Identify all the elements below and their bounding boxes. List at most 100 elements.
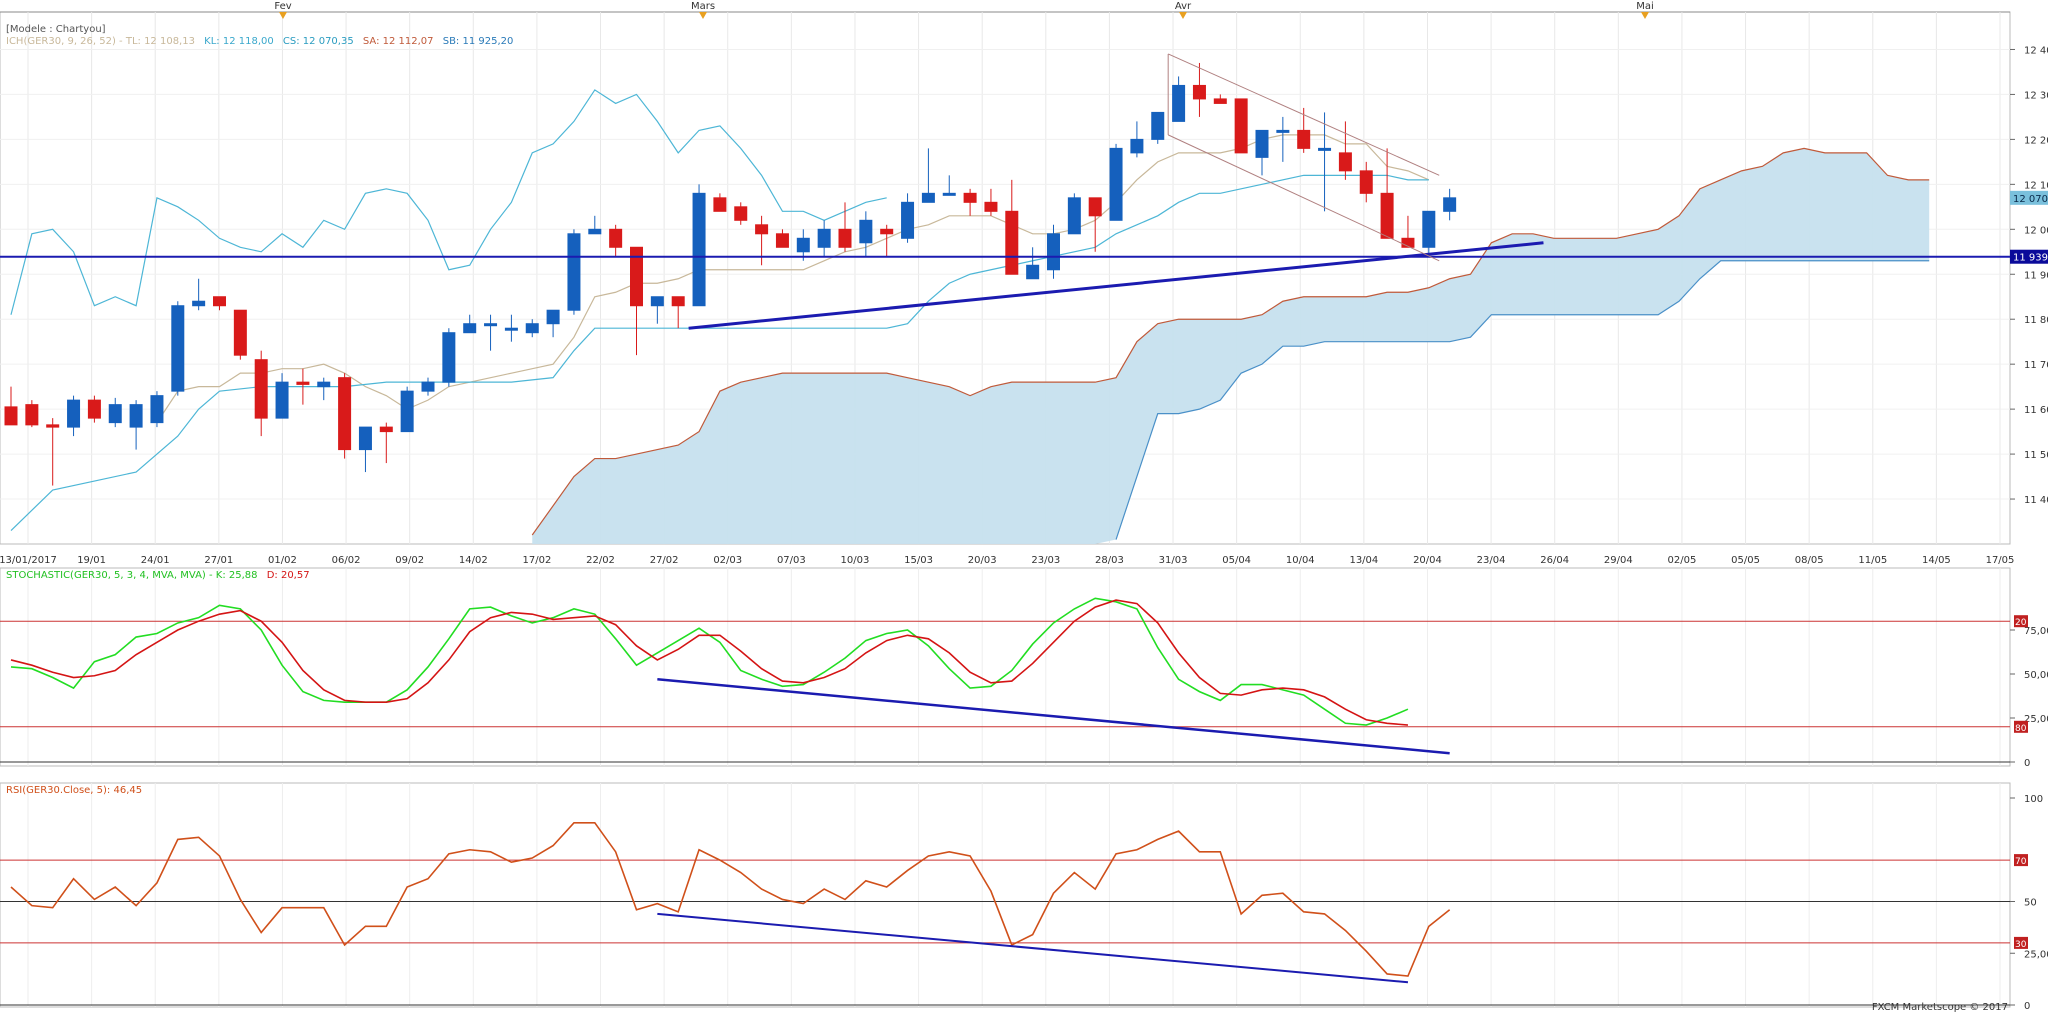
candle-body — [650, 296, 664, 307]
candle-body — [921, 192, 935, 203]
candle-body — [1443, 197, 1457, 212]
candle-body — [1026, 264, 1040, 280]
candle-body — [734, 206, 748, 221]
rsi-level-label: 70 — [2015, 857, 2027, 867]
x-tick-label: 13/04 — [1349, 555, 1378, 566]
x-tick-label: 28/03 — [1095, 555, 1124, 566]
candle-body — [1213, 98, 1227, 104]
x-tick-label: 09/02 — [395, 555, 424, 566]
candle-body — [1422, 210, 1436, 248]
candle-body — [859, 219, 873, 244]
y-tick-label: 12 200 — [2024, 135, 2048, 146]
month-marker — [1179, 12, 1187, 19]
candle-body — [546, 309, 560, 325]
last-price-label: 12 070,35 — [2013, 194, 2048, 205]
y-tick-label: 11 700 — [2024, 360, 2048, 371]
y-tick-label: 12 000 — [2024, 225, 2048, 236]
x-tick-label: 13/01/2017 — [0, 555, 57, 566]
stoch-d-value: D: 20,57 — [266, 570, 310, 581]
stoch-level-label: 20 — [2015, 618, 2027, 628]
stoch-level-badge — [2014, 720, 2028, 733]
x-tick-label: 06/02 — [332, 555, 361, 566]
candle-body — [4, 406, 18, 426]
candle-body — [129, 404, 143, 428]
y-tick-label: 50 — [2024, 898, 2037, 909]
candle-body — [1067, 197, 1081, 235]
candle-body — [817, 228, 831, 248]
candle-body — [609, 228, 623, 248]
candle-body — [25, 404, 39, 426]
y-tick-label: 12 100 — [2024, 180, 2048, 191]
candle-body — [692, 192, 706, 307]
y-tick-label: 50,00 — [2024, 670, 2048, 681]
x-tick-label: 23/04 — [1477, 555, 1506, 566]
candle-body — [1276, 129, 1290, 133]
month-label: Mars — [691, 1, 715, 12]
candle-body — [150, 395, 164, 424]
candle-body — [233, 309, 247, 356]
support-price-badge — [2010, 249, 2048, 264]
stoch-level-badge — [2014, 615, 2028, 628]
x-tick-label: 08/05 — [1795, 555, 1824, 566]
x-tick-label: 14/05 — [1922, 555, 1951, 566]
x-tick-label: 10/04 — [1286, 555, 1315, 566]
y-tick-label: 11 800 — [2024, 315, 2048, 326]
y-tick-label: 25,00 — [2024, 714, 2048, 725]
ichimoku-name: ICH(GER30, 9, 26, 52) - — [6, 36, 126, 47]
candle-body — [1338, 152, 1352, 172]
support-price-label: 11 939,00 — [2013, 253, 2048, 264]
y-tick-label: 12 300 — [2024, 90, 2048, 101]
candle-body — [504, 327, 518, 331]
y-tick-label: 25,00 — [2024, 949, 2048, 960]
x-tick-label: 24/01 — [141, 555, 170, 566]
candle-body — [1401, 237, 1415, 248]
x-tick-label: 19/01 — [77, 555, 106, 566]
candle-body — [880, 228, 894, 235]
main-trendline — [688, 241, 1544, 330]
y-tick-label: 11 600 — [2024, 405, 2048, 416]
stoch-name: STOCHASTIC(GER30, 5, 3, 4, MVA, MVA) - — [6, 570, 216, 581]
month-label: Mai — [1636, 1, 1654, 12]
chikou-line — [10, 89, 887, 315]
kijun-value: KL: 12 118,00 — [204, 36, 274, 47]
candle-body — [713, 197, 727, 212]
candle-body — [1234, 98, 1248, 154]
main-header-model: [Modele : Chartyou] — [6, 24, 106, 35]
senkou-a-value: SA: 12 112,07 — [362, 36, 434, 47]
y-tick-label: 0 — [2024, 1001, 2030, 1012]
candle-body — [213, 296, 226, 307]
candle-body — [317, 381, 331, 388]
candle-body — [1172, 84, 1186, 122]
x-tick-label: 17/05 — [1986, 555, 2015, 566]
candle-body — [567, 233, 581, 311]
stoch-k-value: K: 25,88 — [215, 570, 258, 581]
candle-body — [296, 381, 310, 385]
candle-body — [358, 426, 372, 451]
x-tick-label: 20/04 — [1413, 555, 1442, 566]
x-tick-label: 02/05 — [1668, 555, 1697, 566]
x-tick-label: 27/01 — [204, 555, 233, 566]
month-label: Avr — [1175, 1, 1192, 12]
rsi-line — [10, 822, 1451, 977]
x-tick-label: 14/02 — [459, 555, 488, 566]
x-tick-label: 01/02 — [268, 555, 297, 566]
candle-body — [1192, 84, 1206, 100]
candle-body — [1380, 192, 1394, 239]
candle-body — [1005, 210, 1019, 275]
x-tick-label: 17/02 — [522, 555, 551, 566]
month-marker — [279, 12, 287, 19]
x-tick-label: 23/03 — [1031, 555, 1060, 566]
x-tick-label: 05/05 — [1731, 555, 1760, 566]
candle-body — [67, 399, 81, 428]
candle-body — [984, 201, 998, 212]
x-tick-label: 29/04 — [1604, 555, 1633, 566]
channel-upper-line — [1167, 53, 1440, 176]
candle-body — [630, 246, 643, 307]
last-price-badge — [2010, 190, 2048, 205]
chikou-value: CS: 12 070,35 — [282, 36, 354, 47]
stoch-panel — [0, 567, 2011, 767]
stoch-level-label: 80 — [2015, 724, 2027, 734]
x-tick-label: 22/02 — [586, 555, 615, 566]
candle-body — [463, 323, 477, 334]
